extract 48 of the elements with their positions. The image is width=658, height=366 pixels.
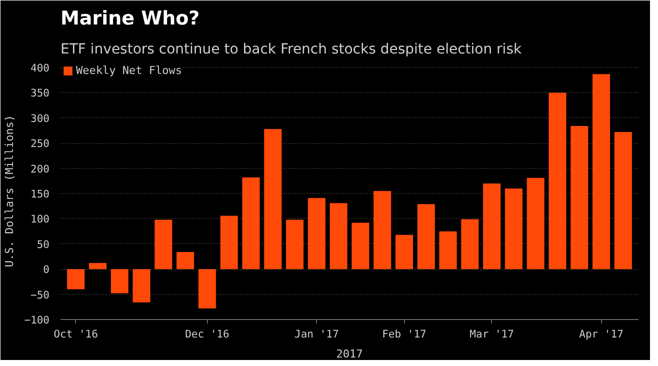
x-tick-label: Jan '17 bbox=[294, 328, 339, 340]
y-tick-label: 250 bbox=[30, 138, 50, 150]
bar bbox=[374, 191, 392, 270]
x-tick-label: Feb '17 bbox=[382, 328, 426, 340]
chart-title: Marine Who? bbox=[60, 8, 200, 30]
y-tick-label: −100 bbox=[24, 314, 50, 326]
x-tick-label: Mar '17 bbox=[470, 328, 514, 340]
bar bbox=[526, 178, 544, 270]
bar bbox=[614, 132, 632, 270]
bar bbox=[264, 129, 282, 270]
bar bbox=[352, 222, 370, 270]
bar bbox=[308, 198, 326, 270]
bar bbox=[395, 234, 413, 270]
bar bbox=[570, 126, 588, 270]
bar bbox=[220, 216, 238, 270]
y-tick-label: 100 bbox=[30, 214, 50, 226]
bar bbox=[88, 263, 106, 270]
y-tick-label: 50 bbox=[36, 238, 50, 251]
y-tick-label: 300 bbox=[30, 112, 50, 125]
x-tick-label: Dec '16 bbox=[185, 328, 230, 340]
bar bbox=[439, 231, 457, 270]
y-tick-label: −50 bbox=[30, 289, 50, 302]
y-tick-label: 200 bbox=[30, 163, 50, 176]
y-tick-label: 0 bbox=[43, 264, 50, 276]
x-tick-label: Oct '16 bbox=[54, 328, 98, 340]
bar bbox=[198, 269, 216, 308]
y-axis-title: U.S. Dollars (Millions) bbox=[3, 114, 16, 268]
bar bbox=[242, 177, 260, 270]
chart-subtitle: ETF investors continue to back French stocks despite election risk bbox=[60, 42, 522, 58]
bar bbox=[154, 220, 172, 270]
bar bbox=[110, 269, 128, 294]
bar bbox=[504, 188, 522, 270]
bar bbox=[592, 74, 610, 270]
x-axis-title: 2017 bbox=[336, 348, 363, 360]
y-tick-label: 400 bbox=[30, 62, 50, 75]
bar bbox=[132, 269, 150, 302]
x-tick-label: Apr '17 bbox=[579, 328, 624, 340]
bar bbox=[548, 92, 566, 270]
bar bbox=[417, 204, 435, 270]
bar bbox=[176, 252, 194, 270]
bar bbox=[461, 219, 479, 270]
bar bbox=[286, 220, 304, 270]
bar bbox=[67, 269, 85, 290]
bar bbox=[330, 203, 348, 270]
y-tick-label: 150 bbox=[30, 188, 50, 201]
bar bbox=[483, 183, 501, 270]
legend-label: Weekly Net Flows bbox=[76, 64, 182, 77]
y-tick-label: 350 bbox=[30, 88, 50, 100]
